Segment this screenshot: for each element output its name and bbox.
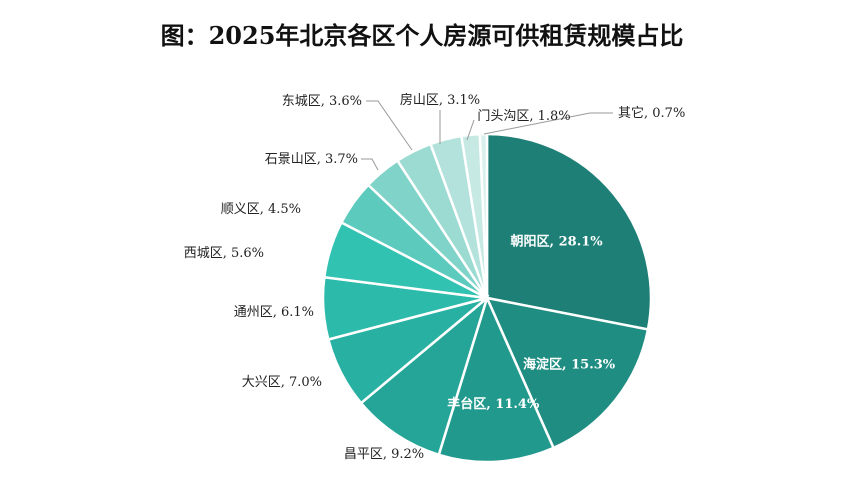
slice-label-其它: 其它, 0.7%: [618, 105, 685, 121]
slice-label-房山区: 房山区, 3.1%: [400, 92, 480, 108]
slice-label-东城区: 东城区, 3.6%: [282, 94, 362, 109]
leader-line-东城区: [366, 100, 413, 151]
slice-label-朝阳区: 朝阳区, 28.1%: [511, 234, 604, 250]
slice-label-门头沟区: 门头沟区, 1.8%: [477, 109, 570, 124]
slice-label-昌平区: 昌平区, 9.2%: [344, 447, 424, 462]
slice-label-通州区: 通州区, 6.1%: [234, 305, 314, 320]
pie-slice-其它: [478, 132, 489, 299]
slice-label-大兴区: 大兴区, 7.0%: [242, 375, 322, 390]
leader-line-门头沟区: [466, 119, 475, 141]
slice-label-顺义区: 顺义区, 4.5%: [221, 202, 301, 217]
slice-label-海淀区: 海淀区, 15.3%: [523, 356, 616, 372]
leader-line-石景山区: [361, 158, 379, 171]
chart-title: 图：2025年北京各区个人房源可供租赁规模占比: [160, 21, 684, 50]
pie-slice-海淀区: [484, 296, 650, 450]
leader-line-其它: [483, 112, 613, 135]
pie-slice-朝阳区: [485, 132, 653, 331]
pie-slice-昌平区: [359, 294, 490, 457]
slice-label-丰台区: 丰台区, 11.4%: [447, 396, 540, 412]
slice-label-石景山区: 石景山区, 3.7%: [265, 152, 358, 167]
slice-label-西城区: 西城区, 5.6%: [184, 246, 264, 261]
pie-slice-丰台区: [437, 294, 556, 464]
